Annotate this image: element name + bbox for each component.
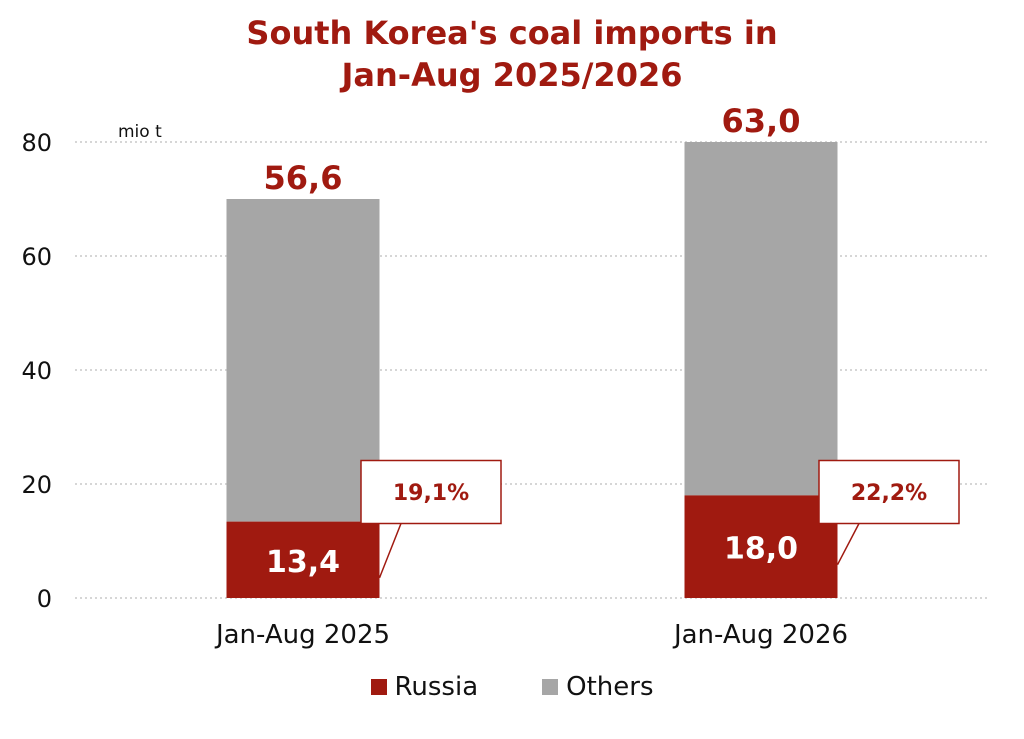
legend-item-others: Others: [542, 672, 654, 702]
x-category-label: Jan-Aug 2026: [672, 620, 848, 650]
total-value-label: 63,0: [722, 102, 801, 140]
bar-russia: [684, 495, 838, 598]
y-unit-label: mio t: [118, 122, 162, 142]
chart-title-line-1: South Korea's coal imports in: [246, 14, 778, 52]
y-tick-label: 0: [37, 585, 52, 613]
total-value-label: 56,6: [264, 159, 343, 197]
share-callout-box: [360, 459, 502, 525]
share-callout-label: 19,1%: [393, 481, 469, 506]
chart-title: South Korea's coal imports in Jan-Aug 20…: [0, 12, 1024, 96]
chart-title-line-2: Jan-Aug 2025/2026: [341, 56, 683, 94]
y-tick-label: 60: [21, 243, 52, 271]
share-callout-label: 22,2%: [851, 481, 927, 506]
callout-leader-line: [378, 523, 402, 579]
russia-value-label: 18,0: [724, 532, 798, 567]
y-tick-label: 40: [21, 357, 52, 385]
callout-leader-line: [836, 523, 860, 566]
legend-swatch-russia: [370, 679, 387, 695]
legend-label-others: Others: [566, 672, 654, 702]
bar-others: [226, 199, 380, 522]
bar-others: [684, 142, 838, 496]
russia-value-label: 13,4: [266, 545, 340, 580]
y-tick-label: 80: [21, 129, 52, 157]
legend-item-russia: Russia: [370, 672, 479, 702]
legend: Russia Others: [0, 672, 1024, 702]
bar-russia: [226, 521, 380, 598]
x-category-label: Jan-Aug 2025: [214, 620, 390, 650]
legend-label-russia: Russia: [394, 672, 479, 702]
legend-swatch-others: [542, 679, 559, 695]
y-tick-label: 20: [21, 471, 52, 499]
share-callout-box: [818, 459, 960, 525]
